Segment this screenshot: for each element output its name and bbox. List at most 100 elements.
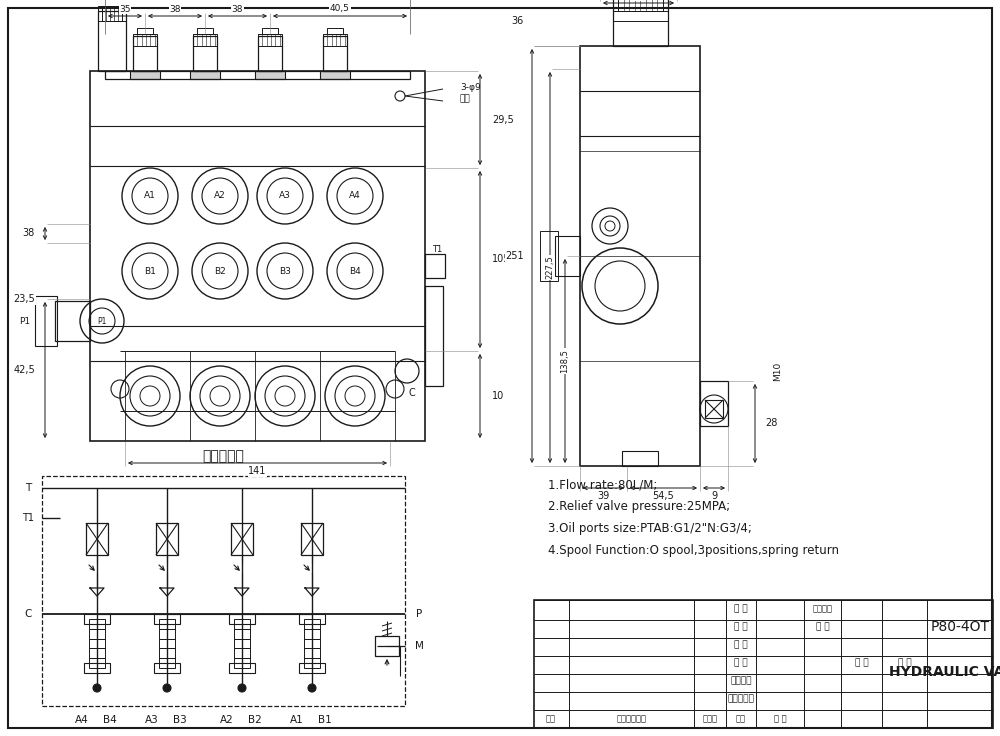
Text: 图样标记: 图样标记	[812, 604, 832, 614]
Text: 54,5: 54,5	[653, 491, 674, 501]
Bar	[622, 451, 658, 466]
Bar	[229, 663, 255, 673]
Bar	[320, 71, 350, 79]
Bar	[154, 614, 180, 624]
Bar	[159, 658, 175, 668]
Text: A3: A3	[279, 191, 291, 200]
Bar	[84, 614, 110, 624]
Text: C: C	[24, 609, 32, 619]
Bar	[86, 523, 108, 555]
Bar	[323, 34, 347, 46]
Bar	[540, 231, 558, 281]
Bar	[55, 301, 90, 341]
Bar	[89, 658, 105, 668]
Text: 227,5: 227,5	[546, 255, 554, 280]
Bar	[234, 639, 250, 648]
Bar	[700, 381, 728, 426]
Text: 重 量: 重 量	[816, 623, 829, 631]
Bar	[613, 11, 668, 21]
Bar	[159, 629, 175, 639]
Bar	[133, 34, 157, 46]
Bar	[425, 286, 443, 386]
Text: 4.Spool Function:O spool,3positions,spring return: 4.Spool Function:O spool,3positions,spri…	[548, 544, 839, 557]
Bar	[89, 619, 105, 629]
Text: B2: B2	[248, 715, 262, 725]
Text: 40,5: 40,5	[330, 4, 350, 13]
Bar	[89, 629, 105, 639]
Text: B4: B4	[103, 715, 117, 725]
Text: 设 计: 设 计	[734, 604, 748, 614]
Text: 251: 251	[505, 251, 524, 261]
Bar	[301, 523, 323, 555]
Bar	[255, 71, 285, 79]
Text: 制 图: 制 图	[734, 623, 748, 631]
Text: 3.Oil ports size:PTAB:G1/2"N:G3/4;: 3.Oil ports size:PTAB:G1/2"N:G3/4;	[548, 522, 752, 535]
Text: 28: 28	[765, 419, 777, 428]
Bar	[231, 523, 253, 555]
Text: 描 图: 描 图	[734, 640, 748, 649]
Bar	[613, 0, 668, 46]
Text: 通孔: 通孔	[460, 94, 471, 104]
Text: 141: 141	[248, 466, 267, 476]
Text: HYDRAULIC VALVE: HYDRAULIC VALVE	[889, 665, 1000, 679]
Bar	[130, 71, 160, 79]
Text: P1: P1	[97, 316, 107, 325]
Bar	[234, 629, 250, 639]
Bar	[580, 46, 700, 466]
Bar	[234, 619, 250, 629]
Text: 38: 38	[23, 228, 35, 238]
Bar	[197, 28, 213, 34]
Bar	[262, 28, 278, 34]
Bar	[156, 523, 178, 555]
Text: 3-φ9: 3-φ9	[460, 82, 481, 91]
Bar	[555, 236, 580, 276]
Bar	[534, 600, 993, 728]
Bar	[425, 254, 445, 278]
Text: 更改人: 更改人	[702, 715, 718, 723]
Text: 138,5: 138,5	[560, 349, 570, 373]
Text: 日期: 日期	[736, 715, 746, 723]
Bar	[159, 639, 175, 648]
Bar	[304, 648, 320, 658]
Bar	[193, 34, 217, 46]
Text: B1: B1	[318, 715, 332, 725]
Text: P: P	[416, 609, 422, 619]
Text: 标记: 标记	[546, 715, 556, 723]
Text: 校 对: 校 对	[734, 659, 748, 668]
Text: 39: 39	[597, 491, 610, 501]
Circle shape	[238, 684, 246, 692]
Text: T1: T1	[22, 513, 34, 523]
Circle shape	[93, 684, 101, 692]
Text: A4: A4	[349, 191, 361, 200]
Bar	[234, 658, 250, 668]
Text: A2: A2	[220, 715, 234, 725]
Text: 更改内容摘要: 更改内容摘要	[616, 715, 646, 723]
Bar	[90, 71, 425, 441]
Bar	[258, 34, 282, 46]
Bar	[299, 614, 325, 624]
Bar	[258, 36, 282, 71]
Text: T1: T1	[432, 246, 442, 255]
Text: M: M	[415, 641, 423, 651]
Bar	[102, 6, 122, 21]
Bar	[304, 629, 320, 639]
Bar	[304, 658, 320, 668]
Text: 29,5: 29,5	[492, 115, 514, 124]
Text: T: T	[25, 483, 31, 493]
Text: B3: B3	[279, 266, 291, 275]
Text: B1: B1	[144, 266, 156, 275]
Text: M10: M10	[773, 361, 782, 381]
Text: 35: 35	[119, 4, 131, 13]
Bar	[323, 36, 347, 71]
Text: A1: A1	[144, 191, 156, 200]
Bar	[159, 619, 175, 629]
Bar	[190, 71, 220, 79]
Bar	[137, 28, 153, 34]
Bar	[705, 400, 723, 418]
Bar	[89, 648, 105, 658]
Bar	[98, 6, 126, 21]
Text: P1: P1	[19, 316, 31, 325]
Bar	[193, 36, 217, 71]
Text: A2: A2	[214, 191, 226, 200]
Bar	[375, 636, 399, 656]
